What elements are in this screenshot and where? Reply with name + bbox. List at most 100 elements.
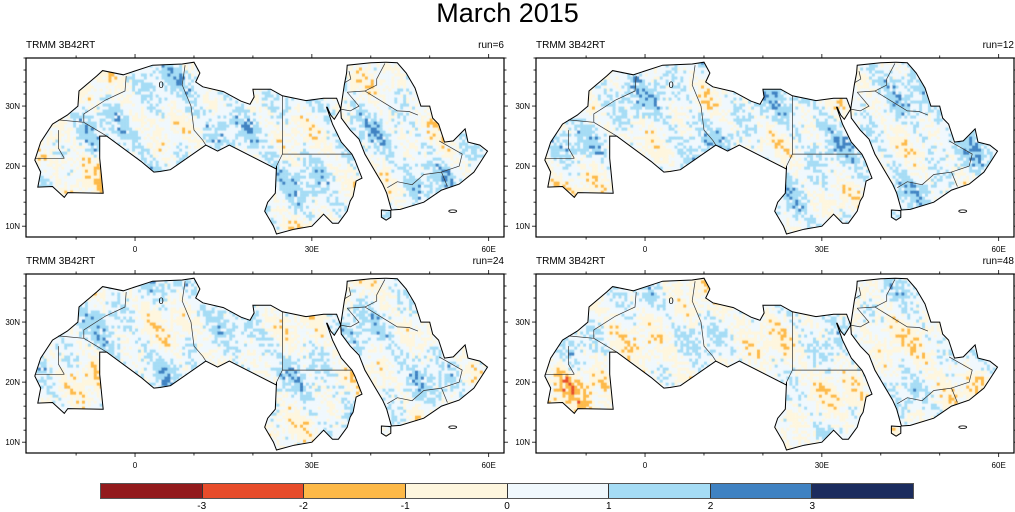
colorbar-label: 0 xyxy=(504,501,510,512)
colorbar-label: -3 xyxy=(197,501,207,512)
coastline xyxy=(34,277,363,451)
lon-tick-label: 0 xyxy=(643,461,648,470)
country-border xyxy=(691,281,717,362)
country-border xyxy=(857,279,896,309)
country-border xyxy=(387,171,448,189)
country-border xyxy=(593,122,617,137)
coastline xyxy=(850,61,999,211)
map-panel-run-12: TRMM 3B42RT run=12 0 10N 20N 30N 0 30E 60E xyxy=(515,40,1015,254)
lon-tick-label: 0 xyxy=(643,245,648,254)
colorbar-swatch xyxy=(101,484,203,498)
lat-tick-label: 10N xyxy=(515,222,530,231)
colorbar-label: -1 xyxy=(400,501,410,512)
panel-run-label: run=24 xyxy=(472,256,504,267)
colorbar-label: 2 xyxy=(707,501,714,512)
socotra-island xyxy=(958,425,968,429)
lat-tick-label: 30N xyxy=(515,102,530,111)
country-border xyxy=(850,307,870,328)
panel-source-label: TRMM 3B42RT xyxy=(26,40,96,51)
socotra-island xyxy=(448,209,458,213)
country-border xyxy=(347,279,386,309)
lon-tick-label: 30E xyxy=(305,461,319,470)
map-frame xyxy=(25,273,505,454)
panel-source-label: TRMM 3B42RT xyxy=(26,256,96,267)
country-border xyxy=(949,140,973,173)
coastline xyxy=(380,209,392,221)
lat-tick-label: 20N xyxy=(515,378,530,387)
country-border xyxy=(874,90,929,116)
country-border xyxy=(58,130,65,159)
lon-tick-label: 30E xyxy=(815,461,829,470)
lat-tick-label: 10N xyxy=(5,438,20,447)
precipitation-anomaly-raster xyxy=(536,58,1014,237)
map-overlay: 0 10N 20N 30N 0 30E 60E xyxy=(5,270,508,470)
coastline xyxy=(34,61,363,235)
country-border xyxy=(83,291,127,339)
coastline xyxy=(890,425,902,437)
lon-tick-label: 60E xyxy=(482,245,496,254)
precipitation-anomaly-raster xyxy=(26,274,504,453)
lat-tick-label: 30N xyxy=(515,318,530,327)
lon-tick-label: 60E xyxy=(992,461,1006,470)
lat-tick-label: 10N xyxy=(515,438,530,447)
colorbar-label: -2 xyxy=(299,501,308,512)
country-border xyxy=(387,387,448,405)
map-panel-run-24: TRMM 3B42RT run=24 0 10N 20N 30N 0 30E 60E xyxy=(5,256,508,470)
contour-label: 0 xyxy=(669,80,674,90)
lat-tick-label: 30N xyxy=(5,102,20,111)
socotra-island xyxy=(958,209,968,213)
country-border xyxy=(58,335,84,339)
country-border xyxy=(340,91,360,112)
country-border xyxy=(949,356,973,389)
country-border xyxy=(857,63,896,93)
country-border xyxy=(897,171,958,189)
country-border xyxy=(58,346,65,375)
lon-tick-label: 30E xyxy=(305,245,319,254)
map-frame xyxy=(535,57,1015,238)
precipitation-anomaly-raster xyxy=(536,274,1014,453)
country-border xyxy=(850,91,870,112)
country-border xyxy=(593,75,637,123)
country-border xyxy=(786,311,793,383)
country-border xyxy=(181,65,207,146)
colorbar-swatch xyxy=(710,484,813,498)
country-border xyxy=(83,338,107,353)
panel-run-label: run=12 xyxy=(982,40,1014,51)
country-border xyxy=(344,287,352,299)
country-border xyxy=(439,140,463,173)
coastline xyxy=(340,277,489,427)
country-border xyxy=(897,387,958,405)
country-border xyxy=(181,281,207,362)
coastline xyxy=(544,277,873,451)
country-border xyxy=(364,90,419,116)
country-border xyxy=(83,122,107,137)
contour-label: 0 xyxy=(669,296,674,306)
map-overlay: 0 10N 20N 30N 0 30E 60E xyxy=(5,54,508,254)
map-frame xyxy=(25,57,505,238)
lon-tick-label: 0 xyxy=(133,461,138,470)
colorbar-label: 1 xyxy=(605,501,612,512)
country-border xyxy=(568,130,575,159)
lat-tick-label: 20N xyxy=(5,378,20,387)
country-border xyxy=(593,291,637,339)
country-border xyxy=(347,63,386,93)
country-border xyxy=(854,287,862,299)
country-border xyxy=(593,338,617,353)
country-border xyxy=(344,71,352,83)
colorbar-swatch xyxy=(812,484,913,498)
country-border xyxy=(58,119,84,123)
colorbar-swatch xyxy=(507,484,610,498)
socotra-island xyxy=(448,425,458,429)
lat-tick-label: 30N xyxy=(5,318,20,327)
coastline xyxy=(340,61,489,211)
country-border xyxy=(786,95,793,167)
country-border xyxy=(854,71,862,83)
country-border xyxy=(568,346,575,375)
contour-label: 0 xyxy=(159,80,164,90)
colorbar-swatch xyxy=(405,484,508,498)
country-border xyxy=(83,75,127,123)
coastline xyxy=(890,209,902,221)
contour-label: 0 xyxy=(159,296,164,306)
precipitation-anomaly-raster xyxy=(26,58,504,237)
country-border xyxy=(568,335,594,339)
